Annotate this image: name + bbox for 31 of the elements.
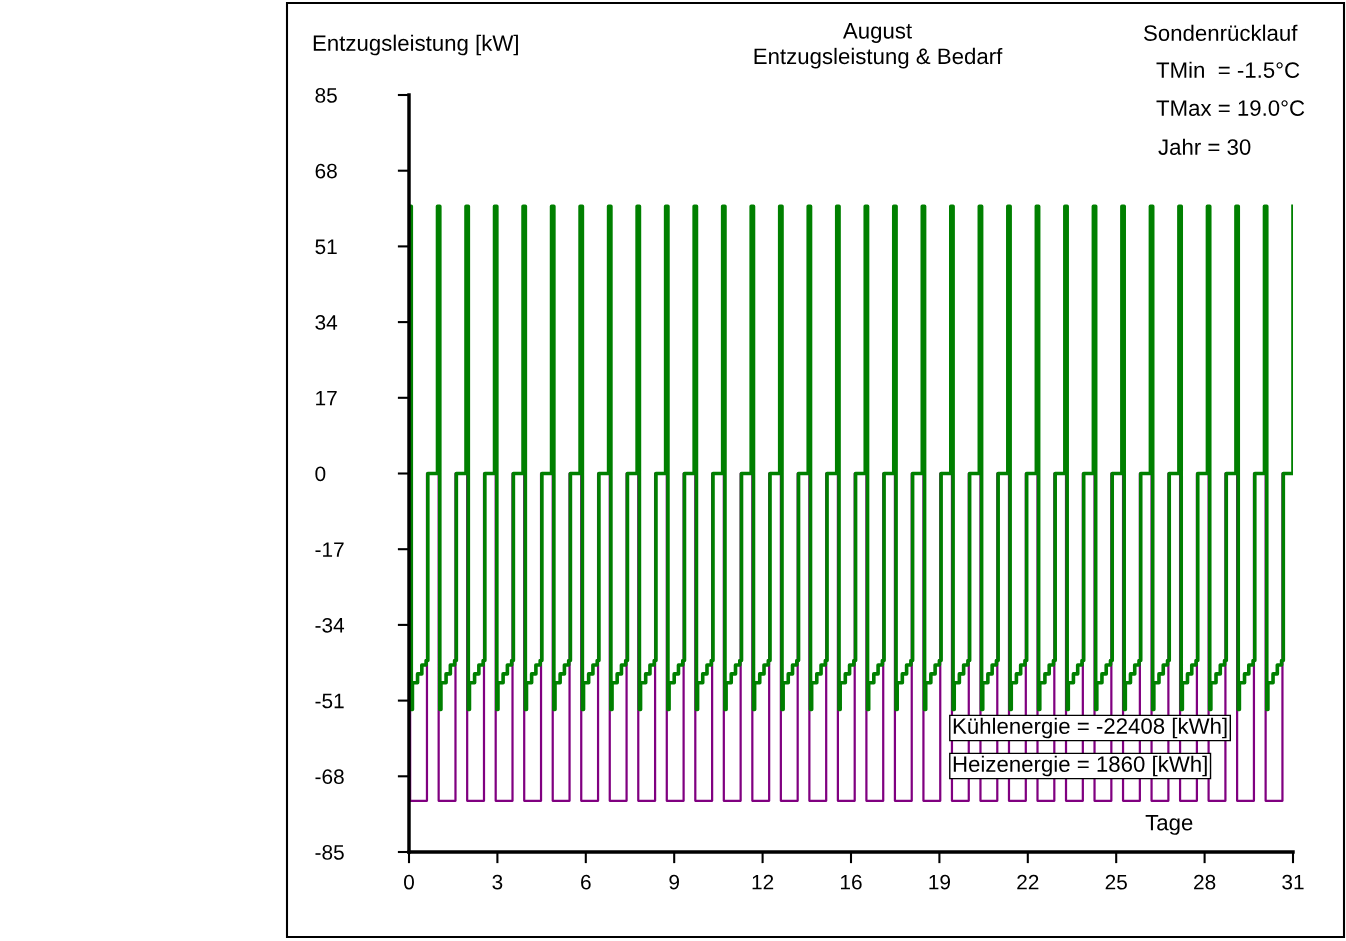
x-tick-label: 0 <box>404 874 414 890</box>
x-tick-label: 22 <box>1017 874 1039 890</box>
y-tick-label: -68 <box>315 769 344 785</box>
x-tick-label: 3 <box>492 874 503 890</box>
annotation: Kühlenergie = -22408 [kWh] <box>953 717 1227 739</box>
y-axis-title: Entzugsleistung [kW] <box>313 34 518 56</box>
y-tick-label: -51 <box>315 693 344 709</box>
x-tick-label: 25 <box>1105 874 1127 890</box>
x-tick-label: 9 <box>669 874 680 890</box>
y-tick-label: 17 <box>316 391 337 406</box>
x-axis-title: Tage <box>1145 814 1193 835</box>
y-tick-label: 34 <box>315 315 338 330</box>
x-tick-label: 12 <box>752 874 774 890</box>
annotation: Jahr = 30 <box>1158 138 1251 155</box>
annotation: TMax = 19.0°C <box>1156 100 1305 116</box>
y-tick-label: -34 <box>315 617 345 633</box>
x-tick-label: 19 <box>929 874 950 890</box>
x-tick-label: 28 <box>1194 874 1216 890</box>
x-tick-label: 31 <box>1282 874 1304 890</box>
text: TMin = -1.5°C <box>1156 61 1300 78</box>
y-tick-label: -17 <box>315 542 344 557</box>
chart-title: August Entzugsleistung & Bedarf <box>754 23 1003 69</box>
y-tick-label: 85 <box>315 88 337 103</box>
annotation: Heizenergie = 1860 [kWh] <box>953 755 1207 777</box>
y-tick-label: 0 <box>315 466 326 482</box>
y-tick-label: 68 <box>315 163 337 179</box>
x-tick-label: 16 <box>841 874 862 890</box>
y-tick-label: 51 <box>315 239 337 255</box>
text: Sondenrücklauf <box>1144 24 1298 41</box>
x-tick-label: 6 <box>581 874 591 890</box>
y-tick-label: -85 <box>315 845 344 860</box>
